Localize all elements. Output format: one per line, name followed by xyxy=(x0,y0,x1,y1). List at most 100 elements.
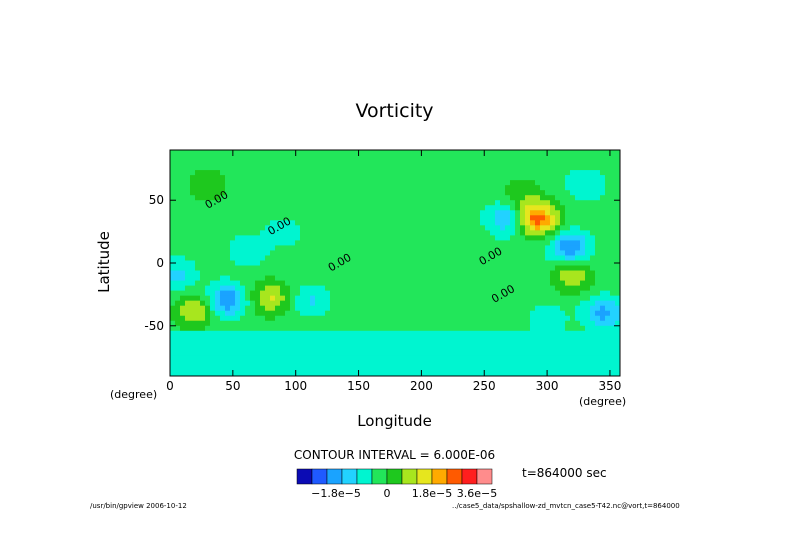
heatmap-cell xyxy=(375,240,381,247)
heatmap-cell xyxy=(530,170,536,176)
heatmap-cell xyxy=(495,320,501,327)
heatmap-cell xyxy=(340,365,346,372)
heatmap-cell xyxy=(470,340,476,347)
heatmap-cell xyxy=(215,350,221,357)
heatmap-cell xyxy=(415,320,421,327)
heatmap-cell xyxy=(550,305,556,312)
heatmap-cell xyxy=(545,250,551,257)
heatmap-cell xyxy=(545,155,551,161)
heatmap-cell xyxy=(215,285,221,292)
heatmap-cell xyxy=(290,220,296,226)
heatmap-cell xyxy=(495,210,501,216)
heatmap-cell xyxy=(565,215,571,221)
heatmap-cell xyxy=(325,360,331,367)
heatmap-cell xyxy=(245,165,251,171)
heatmap-cell xyxy=(465,330,471,337)
heatmap-cell xyxy=(185,155,191,161)
heatmap-cell xyxy=(170,360,176,367)
heatmap-cell xyxy=(580,300,586,307)
heatmap-cell xyxy=(320,225,326,231)
heatmap-cell xyxy=(560,245,566,252)
heatmap-cell xyxy=(180,225,186,231)
heatmap-cell xyxy=(345,360,351,367)
heatmap-cell xyxy=(185,280,191,287)
heatmap-cell xyxy=(530,255,536,262)
heatmap-cell xyxy=(535,355,541,362)
heatmap-cell xyxy=(540,370,546,376)
heatmap-cell xyxy=(410,300,416,307)
heatmap-cell xyxy=(200,275,206,282)
heatmap-cell xyxy=(475,190,481,196)
heatmap-cell xyxy=(395,165,401,171)
heatmap-cell xyxy=(455,325,461,332)
heatmap-cell xyxy=(445,190,451,196)
heatmap-cell xyxy=(420,155,426,161)
heatmap-cell xyxy=(485,350,491,357)
heatmap-cell xyxy=(485,265,491,272)
heatmap-cell xyxy=(220,335,226,342)
heatmap-cell xyxy=(275,255,281,262)
heatmap-cell xyxy=(315,255,321,262)
heatmap-cell xyxy=(175,230,181,236)
heatmap-cell xyxy=(580,345,586,352)
heatmap-cell xyxy=(230,280,236,287)
heatmap-cell xyxy=(345,220,351,226)
heatmap-cell xyxy=(175,180,181,186)
heatmap-cell xyxy=(290,310,296,317)
heatmap-cell xyxy=(395,290,401,297)
heatmap-cell xyxy=(590,300,596,307)
heatmap-cell xyxy=(435,335,441,342)
heatmap-cell xyxy=(460,270,466,277)
heatmap-cell xyxy=(520,295,526,302)
heatmap-cell xyxy=(285,370,291,376)
heatmap-cell xyxy=(615,360,620,367)
heatmap-cell xyxy=(195,280,201,287)
heatmap-cell xyxy=(505,160,511,166)
heatmap-cell xyxy=(325,180,331,186)
heatmap-cell xyxy=(245,235,251,241)
heatmap-cell xyxy=(210,290,216,297)
heatmap-cell xyxy=(400,165,406,171)
heatmap-cell xyxy=(565,210,571,216)
heatmap-cell xyxy=(575,270,581,277)
heatmap-cell xyxy=(430,165,436,171)
heatmap-cell xyxy=(420,350,426,357)
heatmap-cell xyxy=(600,315,606,322)
heatmap-cell xyxy=(285,230,291,236)
heatmap-cell xyxy=(395,190,401,196)
heatmap-cell xyxy=(210,245,216,252)
heatmap-cell xyxy=(520,290,526,297)
heatmap-cell xyxy=(380,235,386,241)
heatmap-cell xyxy=(520,245,526,252)
heatmap-cell xyxy=(430,190,436,196)
heatmap-cell xyxy=(460,330,466,337)
heatmap-cell xyxy=(220,295,226,302)
heatmap-cell xyxy=(450,230,456,236)
heatmap-cell xyxy=(590,180,596,186)
heatmap-cell xyxy=(340,170,346,176)
heatmap-cell xyxy=(370,205,376,211)
heatmap-cell xyxy=(290,180,296,186)
heatmap-cell xyxy=(450,175,456,181)
heatmap-cell xyxy=(380,335,386,342)
heatmap-cell xyxy=(175,185,181,191)
footer-program: /usr/bin/gpview 2006-10-12 xyxy=(90,502,187,510)
heatmap-cell xyxy=(215,180,221,186)
heatmap-cell xyxy=(315,360,321,367)
heatmap-cell xyxy=(240,155,246,161)
heatmap-cell xyxy=(310,205,316,211)
heatmap-cell xyxy=(550,185,556,191)
heatmap-cell xyxy=(400,210,406,216)
heatmap-cell xyxy=(545,225,551,231)
heatmap-cell xyxy=(585,165,591,171)
x-axis-ticks: 0 50 100 150 200 250 300 350 xyxy=(166,150,621,393)
heatmap-cell xyxy=(450,185,456,191)
heatmap-cell xyxy=(220,235,226,241)
heatmap-cell xyxy=(345,345,351,352)
heatmap-cell xyxy=(530,215,536,221)
heatmap-cell xyxy=(430,215,436,221)
heatmap-cell xyxy=(470,195,476,201)
heatmap-cell xyxy=(550,330,556,337)
heatmap-cell xyxy=(370,285,376,292)
heatmap-cell xyxy=(200,220,206,226)
